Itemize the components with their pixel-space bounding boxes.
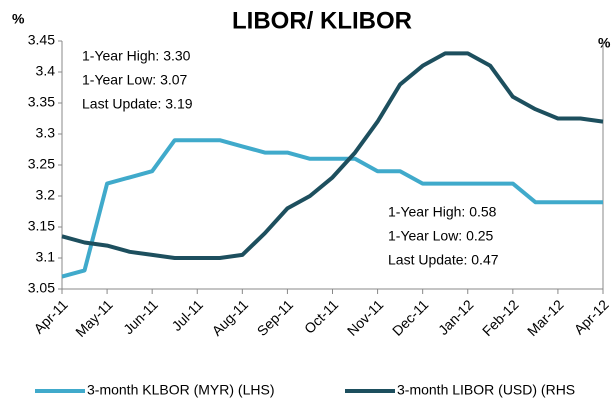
annotation: Last Update: 3.19 <box>82 96 193 112</box>
legend-label: 3-month KLBOR (MYR) (LHS) <box>87 382 274 398</box>
legend-label: 3-month LIBOR (USD) (RHS <box>397 382 575 398</box>
x-tick-label: Jan-12 <box>435 296 477 338</box>
y-tick-label: 3.3 <box>36 125 56 141</box>
y-tick-label: 3.15 <box>28 218 55 234</box>
series-line <box>61 138 603 279</box>
y-tick-label: 3.35 <box>28 94 55 110</box>
annotation: Last Update: 0.47 <box>388 252 499 268</box>
x-tick-label: Oct-11 <box>301 296 341 336</box>
annotation: 1-Year Low: 3.07 <box>82 72 188 88</box>
x-tick-label: Feb-12 <box>479 296 522 339</box>
x-tick-label: Apr-11 <box>30 296 70 336</box>
x-tick-label: Nov-11 <box>344 296 387 339</box>
x-tick-label: Jun-11 <box>120 296 161 337</box>
y-unit: % <box>12 11 25 27</box>
x-tick-label: Jul-11 <box>168 296 206 334</box>
y-tick-label: 3.05 <box>28 280 55 296</box>
y2-unit: % <box>598 35 611 51</box>
y-tick-label: 3.2 <box>36 187 56 203</box>
annotation: 1-Year High: 0.58 <box>388 204 497 220</box>
x-tick-label: May-11 <box>72 296 116 340</box>
x-tick-label: Sep-11 <box>254 296 297 339</box>
chart-title: LIBOR/ KLIBOR <box>232 7 412 34</box>
x-tick-label: Apr-12 <box>571 296 612 337</box>
x-tick-label: Mar-12 <box>524 296 567 339</box>
y-tick-label: 3.45 <box>28 32 55 48</box>
annotation: 1-Year High: 3.30 <box>82 48 191 64</box>
x-tick-label: Dec-11 <box>389 296 432 339</box>
y-tick-label: 3.1 <box>36 249 56 265</box>
series-line <box>61 51 604 260</box>
y-tick-label: 3.4 <box>36 63 56 79</box>
x-tick-label: Aug-11 <box>209 296 252 339</box>
y-tick-label: 3.25 <box>28 156 55 172</box>
annotation: 1-Year Low: 0.25 <box>388 228 494 244</box>
